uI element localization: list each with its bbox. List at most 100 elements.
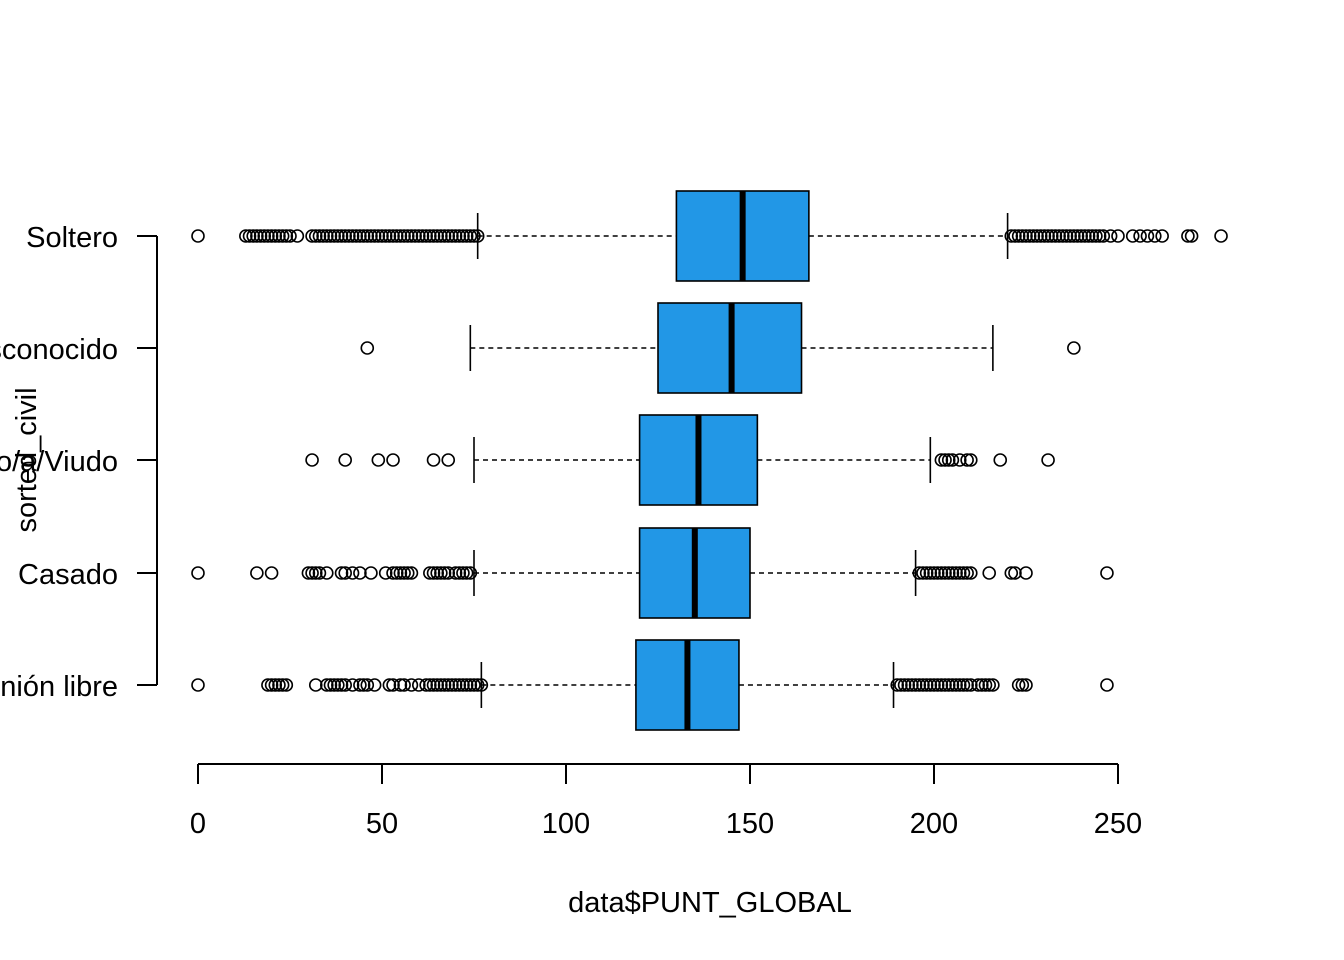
outlier-point <box>386 229 400 243</box>
x-tick-label: 100 <box>542 808 590 840</box>
outlier-point <box>941 678 956 692</box>
outlier-point <box>963 678 978 692</box>
outlier-point <box>331 678 345 692</box>
x-tick-label: 250 <box>1094 808 1142 840</box>
outlier-point <box>319 678 334 692</box>
outlier-point <box>905 678 919 692</box>
outlier-point <box>301 566 316 580</box>
outlier-point <box>319 229 334 243</box>
outlier-point <box>960 678 974 692</box>
outlier-point <box>411 229 426 243</box>
outlier-point <box>272 229 286 243</box>
outlier-point <box>393 229 408 243</box>
outlier-point <box>434 678 448 692</box>
outlier-point <box>430 678 445 692</box>
outlier-point <box>467 678 481 692</box>
outlier-point <box>404 229 419 243</box>
outlier-point <box>434 566 448 580</box>
outlier-point <box>1096 229 1111 243</box>
outlier-point <box>930 678 945 692</box>
outlier-point <box>1004 566 1019 580</box>
outlier-point <box>375 229 389 243</box>
outlier-point <box>963 453 978 467</box>
outlier-point <box>459 566 474 580</box>
outlier-point <box>305 229 319 243</box>
outlier-point <box>360 341 375 355</box>
outlier-point <box>371 229 386 243</box>
outlier-point <box>441 678 456 692</box>
outlier-point <box>319 566 334 580</box>
outlier-point <box>452 229 467 243</box>
outlier-point <box>448 229 463 243</box>
outlier-point <box>949 566 963 580</box>
outlier-point <box>1092 229 1107 243</box>
outlier-point <box>345 229 360 243</box>
outlier-point <box>1037 229 1052 243</box>
outlier-point <box>1070 229 1085 243</box>
outlier-point <box>441 566 456 580</box>
outlier-point <box>272 678 286 692</box>
outlier-point <box>945 566 960 580</box>
outlier-point <box>1067 229 1081 243</box>
box-group <box>360 302 1081 394</box>
outlier-point <box>342 229 356 243</box>
outlier-point <box>360 229 375 243</box>
outlier-point <box>938 453 952 467</box>
outlier-point <box>1022 229 1037 243</box>
outlier-point <box>463 229 478 243</box>
outlier-point <box>938 566 952 580</box>
outlier-point <box>986 678 1000 692</box>
outlier-point <box>419 678 433 692</box>
outlier-point <box>331 229 345 243</box>
outlier-point <box>367 229 382 243</box>
outlier-point <box>1004 229 1019 243</box>
outlier-point <box>459 229 474 243</box>
box-group <box>191 527 1114 619</box>
outlier-point <box>275 229 290 243</box>
outlier-point <box>1041 453 1055 467</box>
y-tick-label: Desconocido <box>0 334 118 366</box>
outlier-point <box>1008 566 1022 580</box>
outlier-point <box>426 453 441 467</box>
outlier-point <box>945 678 960 692</box>
outlier-point <box>364 566 378 580</box>
outlier-point <box>912 566 927 580</box>
outlier-point <box>934 678 949 692</box>
outlier-point <box>423 566 437 580</box>
outlier-point <box>963 566 978 580</box>
outlier-point <box>246 229 260 243</box>
outlier-point <box>371 453 386 467</box>
outlier-point <box>250 229 264 243</box>
outlier-point <box>426 566 441 580</box>
outlier-point <box>934 453 949 467</box>
outlier-point <box>400 566 415 580</box>
outlier-point <box>393 566 408 580</box>
outlier-point <box>1081 229 1096 243</box>
outlier-point <box>378 229 393 243</box>
outlier-point <box>1089 229 1103 243</box>
outlier-point <box>191 229 205 243</box>
outlier-point <box>353 566 367 580</box>
outlier-point <box>356 229 371 243</box>
outlier-point <box>1056 229 1070 243</box>
outlier-point <box>952 453 967 467</box>
outlier-point <box>1041 229 1055 243</box>
outlier-point <box>960 453 974 467</box>
outlier-point <box>386 453 400 467</box>
outlier-point <box>960 566 974 580</box>
outlier-point <box>952 566 967 580</box>
outlier-point <box>393 678 408 692</box>
x-tick-label: 200 <box>910 808 958 840</box>
outlier-point <box>1059 229 1074 243</box>
outlier-point <box>378 566 393 580</box>
outlier-point <box>463 678 478 692</box>
outlier-point <box>890 678 905 692</box>
outlier-point <box>1148 229 1162 243</box>
outlier-point <box>1011 229 1026 243</box>
outlier-point <box>261 229 275 243</box>
outlier-point <box>411 678 426 692</box>
outlier-point <box>908 678 923 692</box>
outlier-point <box>1008 229 1022 243</box>
outlier-point <box>916 678 930 692</box>
outlier-point <box>279 229 294 243</box>
